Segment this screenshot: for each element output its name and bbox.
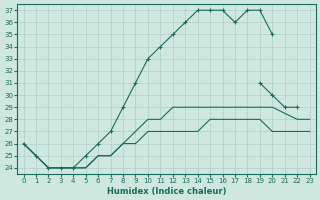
X-axis label: Humidex (Indice chaleur): Humidex (Indice chaleur)	[107, 187, 226, 196]
